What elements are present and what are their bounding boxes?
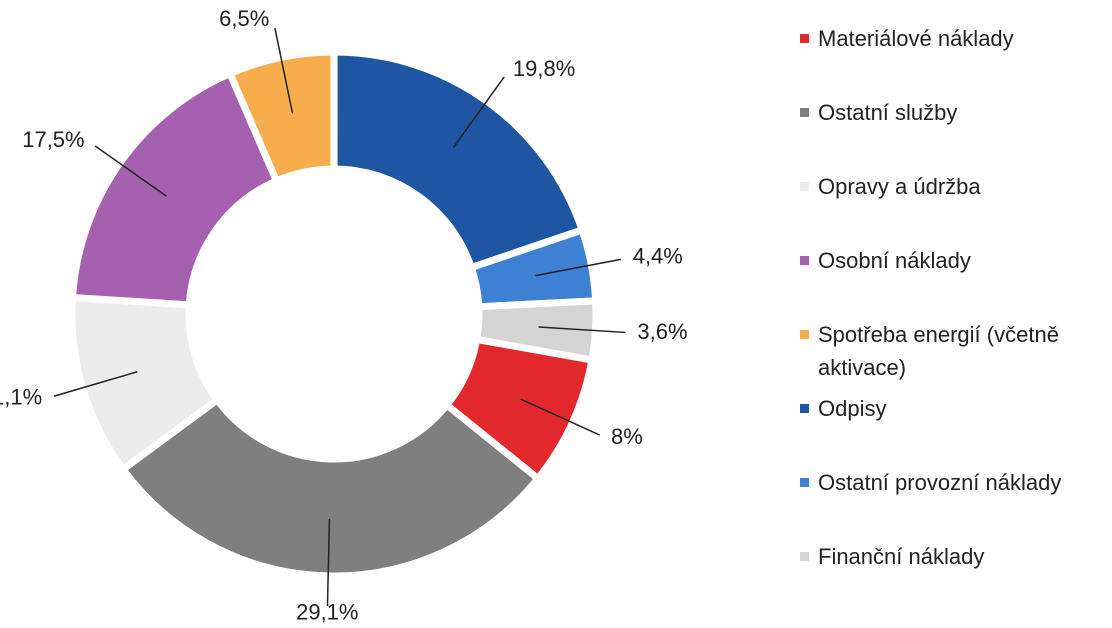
legend-swatch xyxy=(800,478,809,487)
legend-label: Osobní náklady xyxy=(818,248,971,273)
legend-label: Ostatní služby xyxy=(818,100,958,125)
legend-swatch xyxy=(800,108,809,117)
leader-line xyxy=(274,27,294,114)
legend-item: Spotřeba energií (včetně aktivace) xyxy=(800,318,1110,392)
legend-label: Opravy a údržba xyxy=(818,174,981,199)
legend-item: Osobní náklady xyxy=(800,244,1110,318)
slice xyxy=(118,395,543,580)
leader-line xyxy=(520,398,601,436)
legend-item: Odpisy xyxy=(800,392,1110,466)
legend-item: Ostatní služby xyxy=(800,96,1110,170)
legend-label: Materiálové náklady xyxy=(818,26,1014,51)
data-label: 6,5% xyxy=(219,6,269,31)
legend-label: Spotřeba energií (včetně aktivace) xyxy=(818,322,1059,380)
data-label: 8% xyxy=(611,424,643,449)
data-label: 17,5% xyxy=(22,127,84,152)
legend-swatch xyxy=(800,552,809,561)
data-label: 29,1% xyxy=(296,600,358,625)
leader-line xyxy=(94,145,167,197)
data-label: 19,8% xyxy=(513,56,575,81)
data-label: 11,1% xyxy=(0,384,42,409)
slice xyxy=(330,48,587,272)
legend-swatch xyxy=(800,404,809,413)
data-label: 3,6% xyxy=(637,319,687,344)
leader-line xyxy=(538,326,626,334)
legend-item: Ostatní provozní náklady xyxy=(800,466,1110,540)
legend-label: Odpisy xyxy=(818,396,887,421)
legend-label: Finanční náklady xyxy=(818,544,985,569)
legend-item: Finanční náklady xyxy=(800,540,1110,614)
chart: 8% 29,1% 11,1% 17,5% 6,5% 19,8% 4,4% 3,6% xyxy=(0,6,688,625)
legend-swatch xyxy=(800,34,809,43)
leader-line xyxy=(53,371,138,397)
leader-line xyxy=(326,518,331,606)
data-label: 4,4% xyxy=(633,244,683,269)
legend-label: Ostatní provozní náklady xyxy=(818,470,1062,495)
slice xyxy=(472,297,600,365)
legend-swatch xyxy=(800,330,809,339)
slice xyxy=(68,68,282,309)
legend-swatch xyxy=(800,182,809,191)
leader-line xyxy=(452,76,505,148)
legend: Materiálové náklady Ostatní služby Opravy … xyxy=(800,22,1110,614)
leader-line xyxy=(535,258,621,277)
legend-item: Opravy a údržba xyxy=(800,170,1110,244)
legend-swatch xyxy=(800,256,809,265)
legend-item: Materiálové náklady xyxy=(800,22,1110,96)
